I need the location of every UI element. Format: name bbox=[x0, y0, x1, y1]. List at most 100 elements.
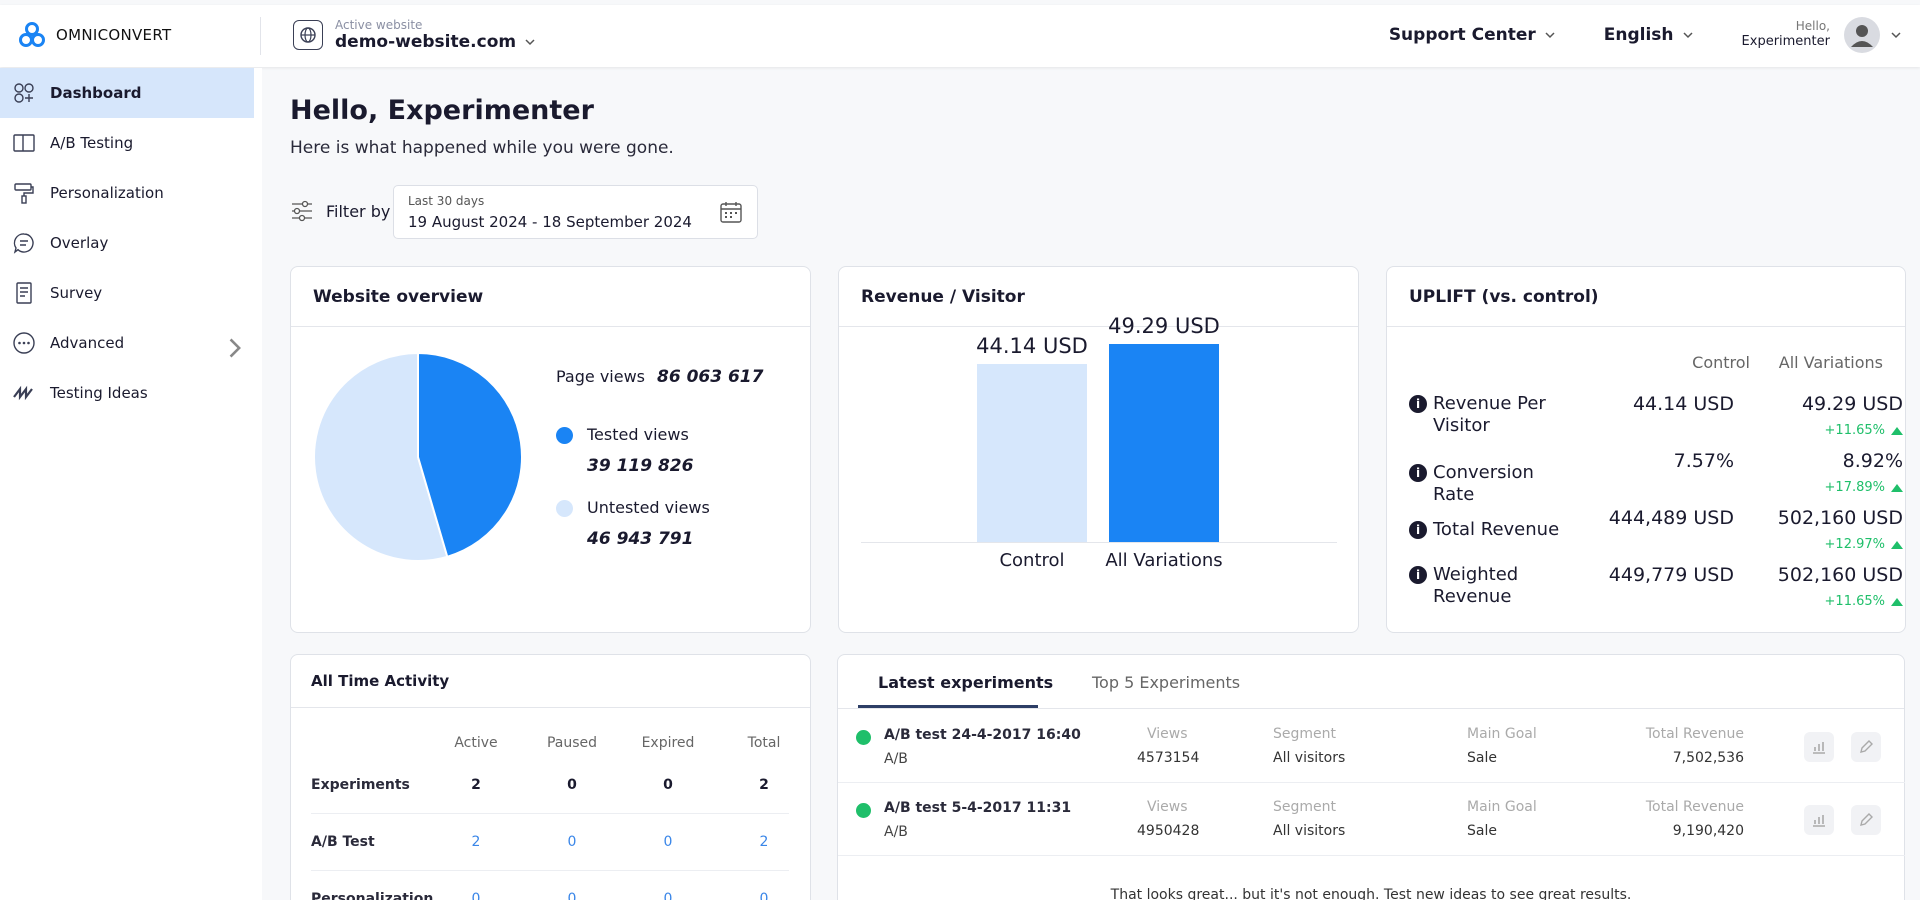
experiment-title[interactable]: A/B test 24-4-2017 16:40 bbox=[884, 727, 1081, 743]
language-label: English bbox=[1603, 25, 1674, 45]
language-menu[interactable]: English bbox=[1604, 25, 1694, 45]
col-header-control: Control bbox=[1692, 353, 1750, 372]
x-tick-all-variations: All Variations bbox=[1105, 550, 1223, 571]
paint-roller-icon bbox=[14, 183, 34, 204]
table-row[interactable]: A/B test 5-4-2017 11:31 A/B Views 495042… bbox=[838, 783, 1905, 856]
top-bar: OMNICONVERT Active website demo-website.… bbox=[0, 5, 1920, 67]
sidebar-item-advanced[interactable]: Advanced bbox=[0, 318, 262, 368]
advanced-icon bbox=[13, 332, 35, 354]
support-center-menu[interactable]: Support Center bbox=[1389, 25, 1556, 45]
pie-slice-tested bbox=[417, 352, 523, 559]
col-total: Total bbox=[747, 735, 781, 751]
views-value: 4573154 bbox=[1137, 750, 1200, 766]
views-value: 4950428 bbox=[1137, 823, 1200, 839]
sidebar-item-label: Personalization bbox=[50, 184, 164, 202]
cell-active[interactable]: 0 bbox=[471, 891, 481, 900]
metric-control: 444,489 USD bbox=[1608, 507, 1734, 529]
cell-total[interactable]: 0 bbox=[759, 891, 769, 900]
revenue-bar-chart: 44.14 USD 49.29 USD Control All Variatio… bbox=[839, 314, 1360, 633]
cell-expired[interactable]: 0 bbox=[663, 834, 673, 850]
logo[interactable]: OMNICONVERT bbox=[18, 21, 171, 49]
calendar-icon bbox=[720, 202, 742, 223]
pie-slice-untested bbox=[313, 352, 449, 562]
date-range-picker[interactable]: Last 30 days 19 August 2024 - 18 Septemb… bbox=[393, 185, 758, 239]
row-name: Experiments bbox=[311, 777, 410, 793]
chevron-down-icon[interactable] bbox=[1890, 29, 1902, 41]
status-dot bbox=[856, 730, 871, 745]
chevron-down-icon bbox=[1545, 32, 1555, 39]
goal-label: Main Goal bbox=[1467, 726, 1537, 742]
sidebar-item-label: Advanced bbox=[50, 334, 125, 352]
chart-icon bbox=[1813, 815, 1825, 827]
legend-dot-untested bbox=[556, 500, 573, 517]
activity-card: All Time Activity Active Paused Expired … bbox=[290, 654, 811, 900]
cell-expired[interactable]: 0 bbox=[663, 891, 673, 900]
user-icon bbox=[1851, 25, 1873, 47]
sidebar-item-label: Survey bbox=[50, 284, 103, 302]
table-row: Personalization 0 0 0 0 bbox=[311, 871, 789, 900]
table-row[interactable]: A/B test 24-4-2017 16:40 A/B Views 45731… bbox=[838, 710, 1905, 783]
bar-label-control: 44.14 USD bbox=[976, 334, 1088, 359]
testing-ideas-icon bbox=[13, 385, 33, 401]
segment-label: Segment bbox=[1273, 726, 1336, 742]
card-title: All Time Activity bbox=[291, 655, 810, 708]
revenue-value: 7,502,536 bbox=[1672, 750, 1744, 766]
chevron-down-icon bbox=[525, 39, 535, 46]
col-paused: Paused bbox=[546, 735, 598, 751]
support-center-label: Support Center bbox=[1388, 25, 1536, 45]
stats-button[interactable] bbox=[1804, 805, 1834, 835]
cell-active: 2 bbox=[471, 777, 481, 793]
segment-value: All visitors bbox=[1273, 750, 1346, 766]
legend-tested-value: 39 119 826 bbox=[587, 456, 694, 476]
card-title: Website overview bbox=[291, 267, 810, 327]
sidebar-item-survey[interactable]: Survey bbox=[0, 268, 262, 318]
sidebar-item-ab-testing[interactable]: A/B Testing bbox=[0, 118, 262, 168]
info-icon[interactable]: i bbox=[1409, 566, 1427, 584]
segment-label: Segment bbox=[1273, 799, 1336, 815]
revenue-visitor-card: Revenue / Visitor 44.14 USD 49.29 USD Co… bbox=[838, 266, 1359, 633]
sidebar-item-personalization[interactable]: Personalization bbox=[0, 168, 262, 218]
tab-latest-experiments[interactable]: Latest experiments bbox=[878, 673, 1054, 692]
page-subtitle: Here is what happened while you were gon… bbox=[290, 138, 674, 158]
sidebar-item-overlay[interactable]: Overlay bbox=[0, 218, 262, 268]
tab-top-experiments[interactable]: Top 5 Experiments bbox=[1092, 673, 1241, 692]
footer-message: That looks great... but it's not enough.… bbox=[1110, 887, 1632, 900]
avatar[interactable] bbox=[1844, 17, 1880, 53]
info-icon[interactable]: i bbox=[1409, 521, 1427, 539]
goal-label: Main Goal bbox=[1467, 799, 1537, 815]
metric-delta: +17.89% bbox=[1824, 480, 1885, 495]
pencil-icon bbox=[1860, 813, 1873, 826]
metric-name: Revenue Per Visitor bbox=[1433, 393, 1546, 436]
chart-baseline bbox=[861, 542, 1337, 543]
sidebar-item-dashboard[interactable]: Dashboard bbox=[0, 68, 254, 118]
experiment-title[interactable]: A/B test 5-4-2017 11:31 bbox=[884, 800, 1072, 816]
metric-control: 449,779 USD bbox=[1608, 564, 1734, 586]
sidebar-item-testing-ideas[interactable]: Testing Ideas bbox=[0, 368, 262, 418]
metric-delta: +11.65% bbox=[1824, 423, 1885, 438]
dashboard-icon bbox=[14, 83, 34, 103]
user-greeting: Hello, Experimenter bbox=[1742, 19, 1830, 50]
cell-total: 2 bbox=[759, 777, 769, 793]
cell-active[interactable]: 2 bbox=[471, 834, 481, 850]
sidebar-item-label: Overlay bbox=[50, 234, 109, 252]
up-arrow-icon bbox=[1891, 597, 1903, 606]
legend-untested: Untested views 46 943 791 bbox=[556, 498, 710, 549]
survey-icon bbox=[16, 282, 32, 304]
sidebar-item-label: Testing Ideas bbox=[50, 384, 148, 402]
legend-tested: Tested views 39 119 826 bbox=[556, 425, 693, 476]
info-icon[interactable]: i bbox=[1409, 395, 1427, 413]
experiments-tabs: Latest experiments Top 5 Experiments bbox=[838, 655, 1904, 709]
website-selector[interactable]: Active website demo-website.com bbox=[293, 18, 536, 52]
filter-label-group: Filter by bbox=[290, 200, 390, 222]
edit-button[interactable] bbox=[1851, 805, 1881, 835]
legend-dot-tested bbox=[556, 427, 573, 444]
stats-button[interactable] bbox=[1804, 732, 1834, 762]
edit-button[interactable] bbox=[1851, 732, 1881, 762]
sidebar: Dashboard A/B Testing Personalization Ov… bbox=[0, 68, 262, 900]
revenue-value: 9,190,420 bbox=[1672, 823, 1744, 839]
cell-total[interactable]: 2 bbox=[759, 834, 769, 850]
legend-tested-label: Tested views bbox=[587, 425, 689, 444]
cell-paused[interactable]: 0 bbox=[567, 891, 577, 900]
info-icon[interactable]: i bbox=[1409, 464, 1427, 482]
cell-paused[interactable]: 0 bbox=[567, 834, 577, 850]
